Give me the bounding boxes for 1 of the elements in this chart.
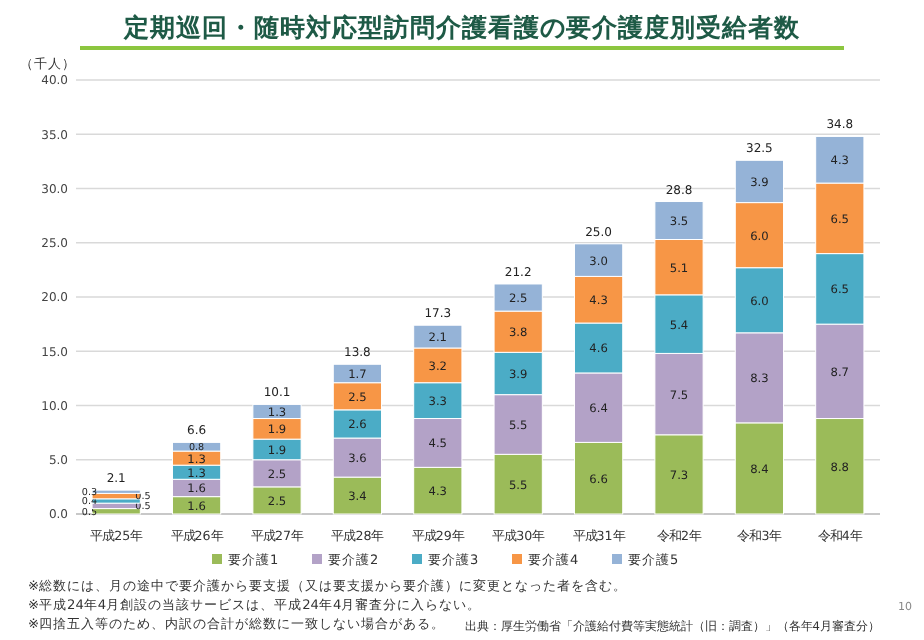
title: 定期巡回・随時対応型訪問介護看護の要介護度別受給者数 <box>124 12 800 42</box>
